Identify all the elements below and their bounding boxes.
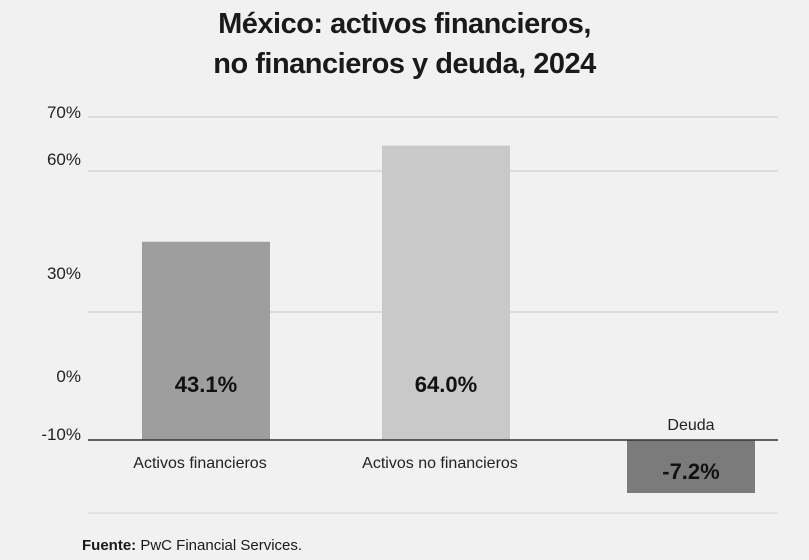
bar-value-label: 64.0% [415, 372, 477, 397]
y-tick-label: 60% [47, 150, 81, 169]
y-tick-label: 0% [56, 367, 81, 386]
bar-value-label: -7.2% [662, 459, 719, 484]
category-label: Activos financieros [133, 455, 266, 472]
y-tick-label: -10% [41, 425, 81, 444]
bar [627, 440, 755, 493]
source-text: PwC Financial Services. [136, 537, 303, 554]
bar [142, 241, 270, 440]
bar [382, 145, 510, 440]
y-tick-label: 30% [47, 264, 81, 283]
y-tick-label: 70% [47, 103, 81, 122]
source-label: Fuente: [82, 537, 137, 554]
source-note: Fuente: PwC Financial Services. [82, 537, 302, 554]
category-label: Deuda [667, 417, 714, 434]
chart-title: México: activos financieros, no financie… [0, 4, 809, 84]
category-label: Activos no financieros [362, 455, 518, 472]
title-line-2: no financieros y deuda, 2024 [213, 48, 596, 80]
bar-value-label: 43.1% [175, 372, 237, 397]
title-line-1: México: activos financieros, [218, 8, 591, 40]
